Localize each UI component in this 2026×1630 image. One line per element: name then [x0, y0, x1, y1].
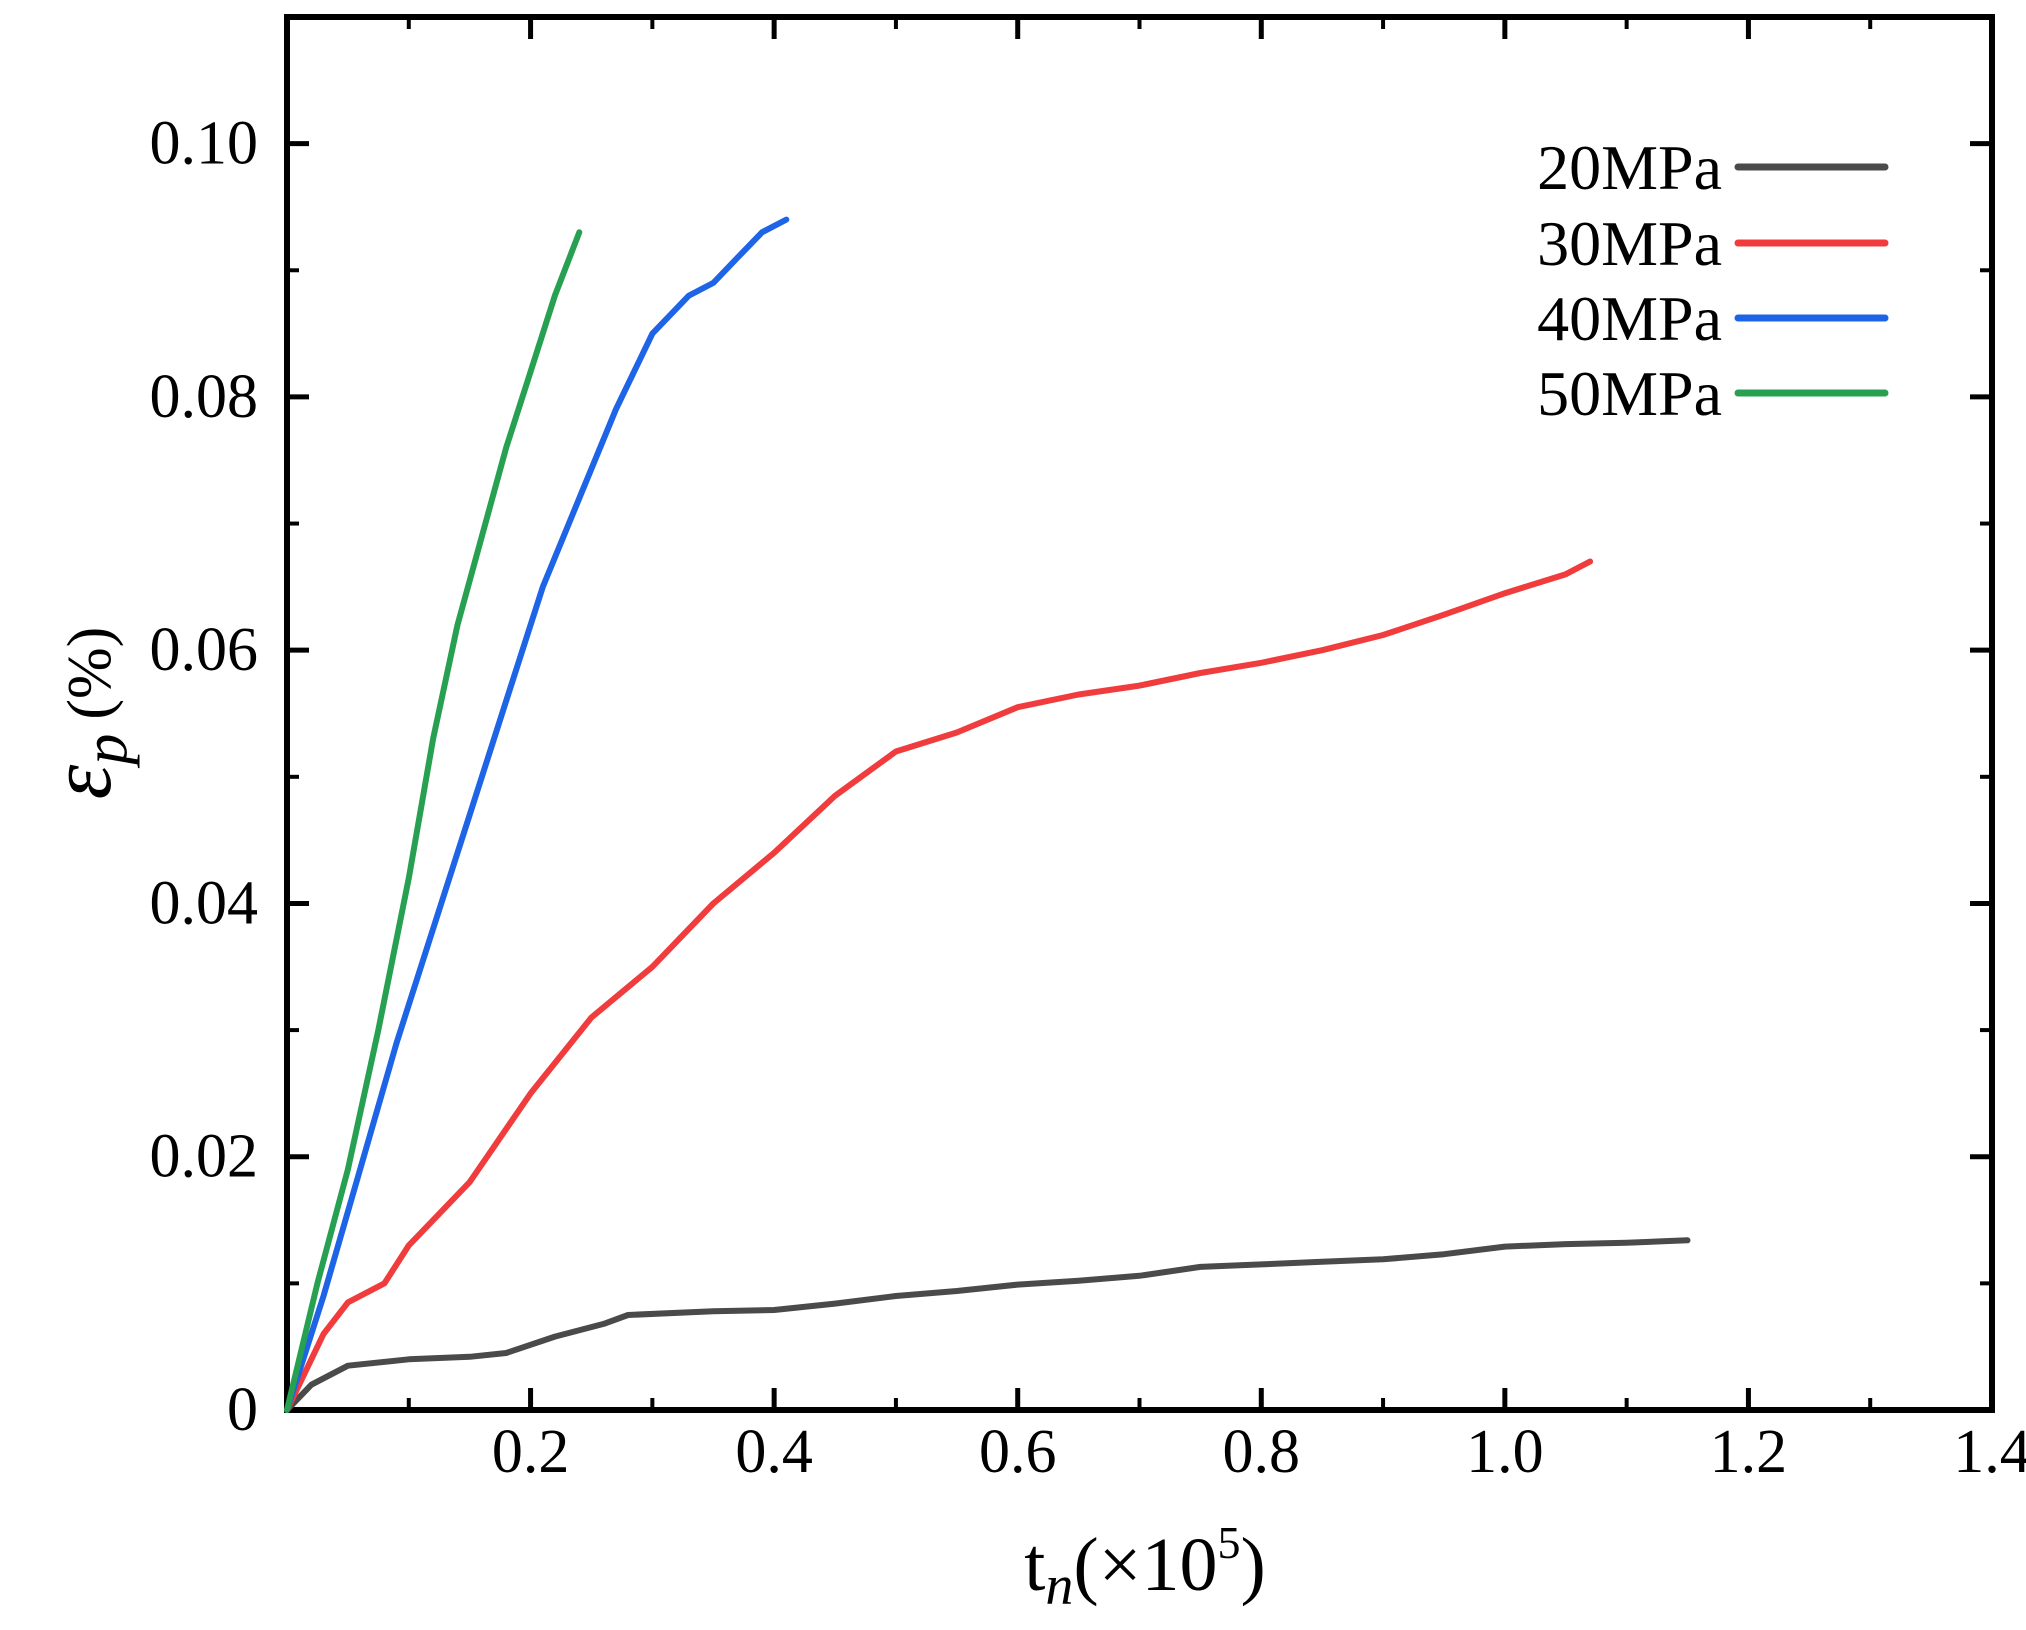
x-tick-label: 1.4: [1953, 1418, 2026, 1486]
x-tick-label: 1.0: [1466, 1418, 1544, 1486]
x-axis-title: tn(×105): [1024, 1517, 1266, 1617]
x-tick-label: 0.4: [735, 1418, 813, 1486]
y-tick-label: 0.06: [150, 616, 259, 684]
y-tick-label: 0: [227, 1376, 258, 1444]
legend-label: 20MPa: [1537, 132, 1722, 203]
x-tick-label: 0.8: [1223, 1418, 1301, 1486]
series-line-20MPa: [284, 1237, 1691, 1413]
y-tick-label: 0.10: [150, 110, 259, 178]
series-group: [284, 216, 1691, 1413]
y-tick-label: 0.08: [150, 363, 259, 431]
x-tick-label: 0.6: [979, 1418, 1057, 1486]
y-tick-label: 0.04: [150, 869, 259, 937]
axis-ticks: [287, 15, 1992, 1410]
x-tick-label: 0.2: [492, 1418, 570, 1486]
series-line-50MPa: [284, 229, 583, 1413]
y-tick-labels: 0 0.02 0.04 0.06 0.08 0.10: [150, 110, 259, 1444]
series-line-30MPa: [284, 558, 1594, 1413]
legend-label: 30MPa: [1537, 208, 1722, 279]
x-tick-labels: 0.2 0.4 0.6 0.8 1.0 1.2 1.4: [492, 1418, 2026, 1486]
y-tick-label: 0.02: [150, 1123, 259, 1191]
series-line-40MPa: [284, 216, 790, 1413]
plot-frame: [284, 14, 1995, 1413]
y-axis-title: εp(%): [33, 627, 140, 800]
legend-label: 50MPa: [1537, 358, 1722, 429]
legend-label: 40MPa: [1537, 283, 1722, 354]
x-tick-label: 1.2: [1710, 1418, 1788, 1486]
